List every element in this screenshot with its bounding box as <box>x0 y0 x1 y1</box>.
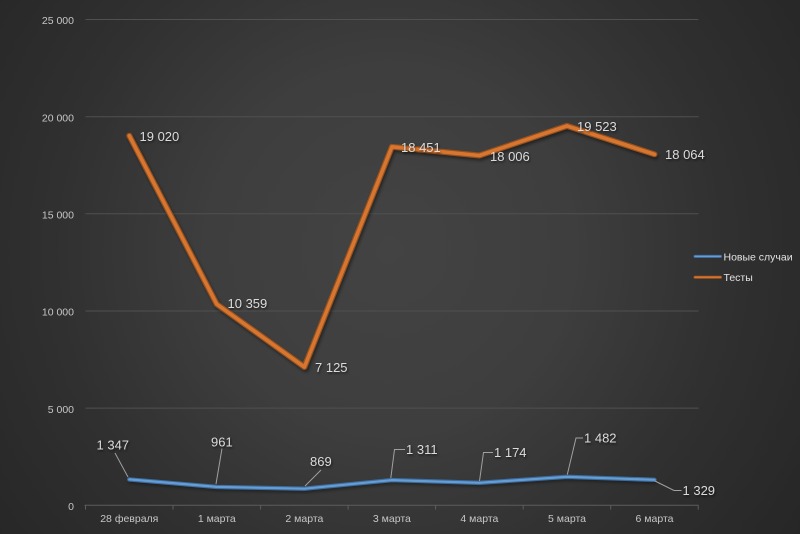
svg-text:10 000: 10 000 <box>42 307 74 319</box>
svg-text:1 347: 1 347 <box>97 438 130 453</box>
svg-text:6 марта: 6 марта <box>636 513 674 525</box>
svg-text:18 451: 18 451 <box>401 140 441 155</box>
svg-text:1 482: 1 482 <box>584 431 617 446</box>
svg-text:1 174: 1 174 <box>494 445 527 460</box>
svg-text:18 064: 18 064 <box>665 147 705 162</box>
svg-text:2 марта: 2 марта <box>285 513 323 525</box>
svg-text:7 125: 7 125 <box>315 360 348 375</box>
svg-text:3 марта: 3 марта <box>373 513 411 525</box>
svg-text:19 523: 19 523 <box>577 119 617 134</box>
svg-text:Тесты: Тесты <box>724 272 753 284</box>
svg-text:5 000: 5 000 <box>48 404 74 416</box>
svg-text:0: 0 <box>68 501 74 513</box>
svg-text:5 марта: 5 марта <box>548 513 586 525</box>
svg-text:Новые случаи: Новые случаи <box>724 251 793 263</box>
svg-text:4 марта: 4 марта <box>460 513 498 525</box>
svg-text:1 марта: 1 марта <box>198 513 236 525</box>
svg-text:19 020: 19 020 <box>140 129 180 144</box>
svg-text:10 359: 10 359 <box>228 296 268 311</box>
svg-text:1 329: 1 329 <box>683 483 716 498</box>
svg-text:15 000: 15 000 <box>42 210 74 222</box>
svg-text:18 006: 18 006 <box>490 149 530 164</box>
svg-text:25 000: 25 000 <box>42 15 74 27</box>
svg-text:961: 961 <box>211 435 233 450</box>
svg-text:869: 869 <box>310 454 332 469</box>
svg-text:1 311: 1 311 <box>406 442 438 457</box>
svg-text:28 февраля: 28 февраля <box>100 513 158 525</box>
svg-text:20 000: 20 000 <box>42 112 74 124</box>
